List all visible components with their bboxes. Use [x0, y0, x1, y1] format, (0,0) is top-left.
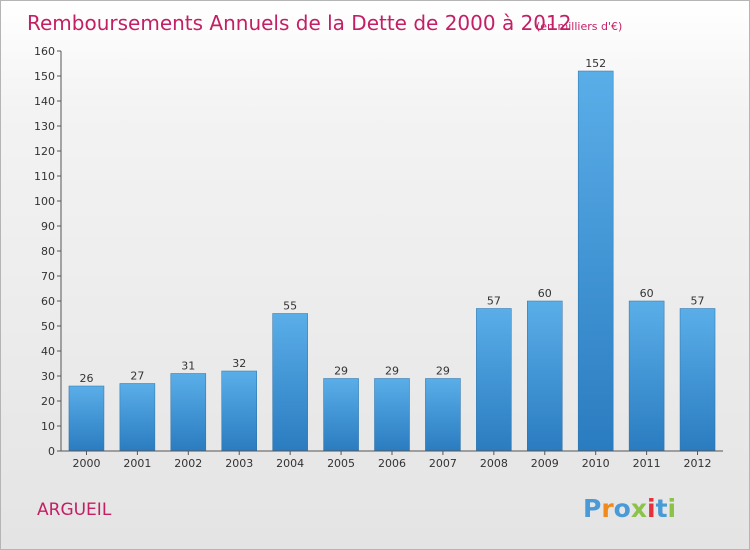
x-tick-label: 2001: [123, 457, 151, 470]
x-tick-label: 2007: [429, 457, 457, 470]
bar-value-label: 57: [487, 295, 501, 308]
chart-subtitle: (en milliers d'€): [536, 20, 622, 33]
chart-title: Remboursements Annuels de la Dette de 20…: [27, 11, 571, 35]
x-tick-label: 2004: [276, 457, 304, 470]
commune-name: ARGUEIL: [37, 500, 112, 520]
y-tick-label: 90: [41, 220, 55, 233]
y-tick-label: 120: [34, 145, 55, 158]
y-tick-label: 70: [41, 270, 55, 283]
bar-value-label: 152: [585, 57, 606, 70]
bars-group: 26 27 31 32 55 29 29 29 57 60 152 60 57: [68, 57, 716, 452]
bar-2006: [374, 378, 410, 452]
logo-letter: P: [583, 494, 601, 523]
bar-2001: [119, 383, 156, 452]
y-tick-label: 40: [41, 345, 55, 358]
y-tick-label: 60: [41, 295, 55, 308]
bar-value-label: 57: [691, 295, 705, 308]
logo-letter: i: [668, 494, 677, 523]
bar-2005: [323, 378, 359, 452]
x-tick-label: 2012: [684, 457, 712, 470]
logo-letter: i: [647, 494, 656, 523]
bar-value-label: 60: [538, 287, 552, 300]
y-axis: 0 10 20 30 40 50 60 70 80 90 100 110 120 130 140 150 160: [34, 45, 62, 458]
x-tick-label: 2003: [225, 457, 253, 470]
proxiti-logo: Proxiti: [583, 494, 676, 523]
logo-letter: r: [601, 494, 614, 523]
logo-letter: x: [631, 494, 647, 523]
bar-value-label: 32: [232, 357, 246, 370]
x-tick-label: 2008: [480, 457, 508, 470]
y-tick-label: 160: [34, 45, 55, 58]
y-tick-label: 0: [48, 445, 55, 458]
bar-value-label: 31: [181, 360, 195, 373]
x-tick-label: 2011: [633, 457, 661, 470]
x-tick-label: 2000: [72, 457, 100, 470]
y-tick-label: 30: [41, 370, 55, 383]
x-tick-label: 2009: [531, 457, 559, 470]
bar-2012: [679, 308, 716, 452]
x-tick-label: 2010: [582, 457, 610, 470]
logo-letter: o: [614, 494, 631, 523]
x-axis: 2000 2001 2002 2003 2004 2005 2006 2007 2008 2009…: [61, 450, 723, 470]
bar-2007: [425, 378, 461, 452]
y-tick-label: 150: [34, 70, 55, 83]
bar-value-label: 29: [436, 365, 450, 378]
y-tick-label: 10: [41, 420, 55, 433]
y-tick-label: 140: [34, 95, 55, 108]
logo-letter: t: [656, 494, 668, 523]
y-tick-label: 130: [34, 120, 55, 133]
bar-2010: [577, 70, 614, 452]
x-tick-label: 2002: [174, 457, 202, 470]
bar-2004: [272, 313, 308, 452]
x-tick-label: 2005: [327, 457, 355, 470]
y-tick-label: 50: [41, 320, 55, 333]
bar-value-label: 55: [283, 300, 297, 313]
bar-value-label: 29: [334, 365, 348, 378]
bar-2002: [170, 373, 207, 452]
y-tick-label: 100: [34, 195, 55, 208]
bar-value-label: 29: [385, 365, 399, 378]
bar-2009: [527, 300, 563, 452]
bar-value-label: 60: [640, 287, 654, 300]
bar-value-label: 26: [79, 372, 93, 385]
y-tick-label: 110: [34, 170, 55, 183]
y-tick-label: 20: [41, 395, 55, 408]
y-tick-label: 80: [41, 245, 55, 258]
bar-2011: [628, 300, 665, 452]
bar-value-label: 27: [130, 370, 144, 383]
bar-2003: [221, 370, 257, 452]
x-tick-label: 2006: [378, 457, 406, 470]
bar-2000: [68, 385, 105, 452]
bar-2008: [476, 308, 512, 452]
